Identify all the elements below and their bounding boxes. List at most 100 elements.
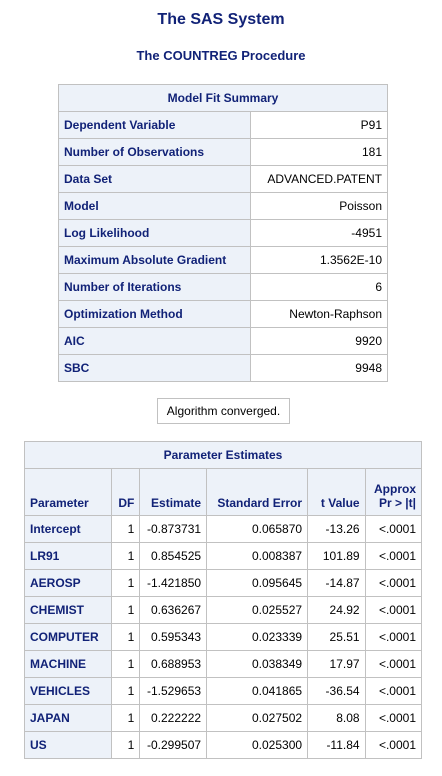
row-label: Number of Iterations: [58, 273, 251, 301]
row-value: 181: [250, 138, 388, 166]
cell-df: 1: [110, 704, 141, 732]
row-label: Data Set: [58, 165, 251, 193]
row-value: 1.3562E-10: [250, 246, 388, 274]
cell-parameter: CHEMIST: [24, 596, 112, 624]
cell-parameter: Intercept: [24, 515, 112, 543]
table-row: SBC 9948: [58, 354, 388, 382]
row-value: -4951: [250, 219, 388, 247]
parameter-estimates-caption: Parameter Estimates: [24, 441, 422, 469]
table-row: Model Poisson: [58, 192, 388, 220]
col-header-df: DF: [110, 468, 141, 516]
cell-estimate: -1.529653: [139, 677, 208, 705]
cell-stderr: 0.095645: [206, 569, 309, 597]
cell-prob: <.0001: [364, 542, 423, 570]
cell-estimate: -0.873731: [139, 515, 208, 543]
table-row: VEHICLES 1 -1.529653 0.041865 -36.54 <.0001: [24, 677, 423, 705]
table-row: LR91 1 0.854525 0.008387 101.89 <.0001: [24, 542, 423, 570]
cell-prob: <.0001: [364, 731, 423, 759]
table-row: Number of Iterations 6: [58, 273, 388, 301]
cell-parameter: LR91: [24, 542, 112, 570]
cell-tvalue: 25.51: [307, 623, 366, 651]
table-row: Optimization Method Newton-Raphson: [58, 300, 388, 328]
table-row: AEROSP 1 -1.421850 0.095645 -14.87 <.0001: [24, 569, 423, 597]
model-fit-caption: Model Fit Summary: [58, 84, 388, 112]
table-row: Data Set ADVANCED.PATENT: [58, 165, 388, 193]
table-row: US 1 -0.299507 0.025300 -11.84 <.0001: [24, 731, 423, 759]
column-header-row: Parameter DF Estimate Standard Error t V…: [24, 468, 423, 516]
cell-stderr: 0.025527: [206, 596, 309, 624]
col-header-pr-label: Pr > |t|: [378, 496, 416, 510]
cell-df: 1: [110, 677, 141, 705]
cell-parameter: AEROSP: [24, 569, 112, 597]
row-label: AIC: [58, 327, 251, 355]
row-label: Optimization Method: [58, 300, 251, 328]
row-value: Poisson: [250, 192, 388, 220]
cell-prob: <.0001: [364, 515, 423, 543]
model-fit-body: Dependent Variable P91 Number of Observati…: [58, 111, 388, 382]
cell-prob: <.0001: [364, 677, 423, 705]
table-row: Intercept 1 -0.873731 0.065870 -13.26 <.0001: [24, 515, 423, 543]
cell-prob: <.0001: [364, 650, 423, 678]
cell-tvalue: -13.26: [307, 515, 366, 543]
cell-tvalue: 24.92: [307, 596, 366, 624]
row-value: P91: [250, 111, 388, 139]
table-row: Log Likelihood -4951: [58, 219, 388, 247]
cell-stderr: 0.025300: [206, 731, 309, 759]
cell-prob: <.0001: [364, 596, 423, 624]
table-row: Dependent Variable P91: [58, 111, 388, 139]
cell-stderr: 0.023339: [206, 623, 309, 651]
col-header-estimate: Estimate: [139, 468, 208, 516]
row-value: Newton-Raphson: [250, 300, 388, 328]
cell-parameter: JAPAN: [24, 704, 112, 732]
col-header-approx-label: Approx: [374, 482, 416, 496]
cell-df: 1: [110, 731, 141, 759]
cell-tvalue: 101.89: [307, 542, 366, 570]
row-value: ADVANCED.PATENT: [250, 165, 388, 193]
cell-parameter: VEHICLES: [24, 677, 112, 705]
cell-estimate: -0.299507: [139, 731, 208, 759]
cell-tvalue: 17.97: [307, 650, 366, 678]
table-row: MACHINE 1 0.688953 0.038349 17.97 <.0001: [24, 650, 423, 678]
cell-tvalue: -14.87: [307, 569, 366, 597]
row-label: Number of Observations: [58, 138, 251, 166]
procedure-title: The COUNTREG Procedure: [136, 48, 306, 63]
cell-df: 1: [110, 569, 141, 597]
cell-df: 1: [110, 515, 141, 543]
table-row: COMPUTER 1 0.595343 0.023339 25.51 <.0001: [24, 623, 423, 651]
cell-prob: <.0001: [364, 704, 423, 732]
cell-estimate: 0.222222: [139, 704, 208, 732]
cell-stderr: 0.008387: [206, 542, 309, 570]
cell-tvalue: 8.08: [307, 704, 366, 732]
cell-parameter: MACHINE: [24, 650, 112, 678]
row-label: Model: [58, 192, 251, 220]
col-header-t-value: t Value: [307, 468, 366, 516]
col-header-approx-pr: Approx Pr > |t|: [364, 468, 423, 516]
row-value: 9920: [250, 327, 388, 355]
convergence-note: Algorithm converged.: [157, 398, 290, 424]
col-header-standard-error: Standard Error: [206, 468, 309, 516]
cell-df: 1: [110, 596, 141, 624]
cell-tvalue: -11.84: [307, 731, 366, 759]
cell-parameter: COMPUTER: [24, 623, 112, 651]
row-label: SBC: [58, 354, 251, 382]
cell-prob: <.0001: [364, 569, 423, 597]
cell-stderr: 0.038349: [206, 650, 309, 678]
table-row: CHEMIST 1 0.636267 0.025527 24.92 <.0001: [24, 596, 423, 624]
table-row: JAPAN 1 0.222222 0.027502 8.08 <.0001: [24, 704, 423, 732]
cell-parameter: US: [24, 731, 112, 759]
system-title: The SAS System: [157, 11, 285, 28]
table-row: AIC 9920: [58, 327, 388, 355]
cell-stderr: 0.027502: [206, 704, 309, 732]
cell-estimate: 0.688953: [139, 650, 208, 678]
table-row: Maximum Absolute Gradient 1.3562E-10: [58, 246, 388, 274]
row-label: Maximum Absolute Gradient: [58, 246, 251, 274]
cell-df: 1: [110, 650, 141, 678]
cell-estimate: 0.854525: [139, 542, 208, 570]
parameter-estimates-body: Intercept 1 -0.873731 0.065870 -13.26 <.0001 L…: [24, 515, 423, 759]
row-value: 9948: [250, 354, 388, 382]
row-value: 6: [250, 273, 388, 301]
parameter-estimates-table: Parameter Estimates Parameter DF Estimat…: [24, 441, 423, 759]
cell-df: 1: [110, 542, 141, 570]
cell-estimate: 0.636267: [139, 596, 208, 624]
cell-stderr: 0.065870: [206, 515, 309, 543]
